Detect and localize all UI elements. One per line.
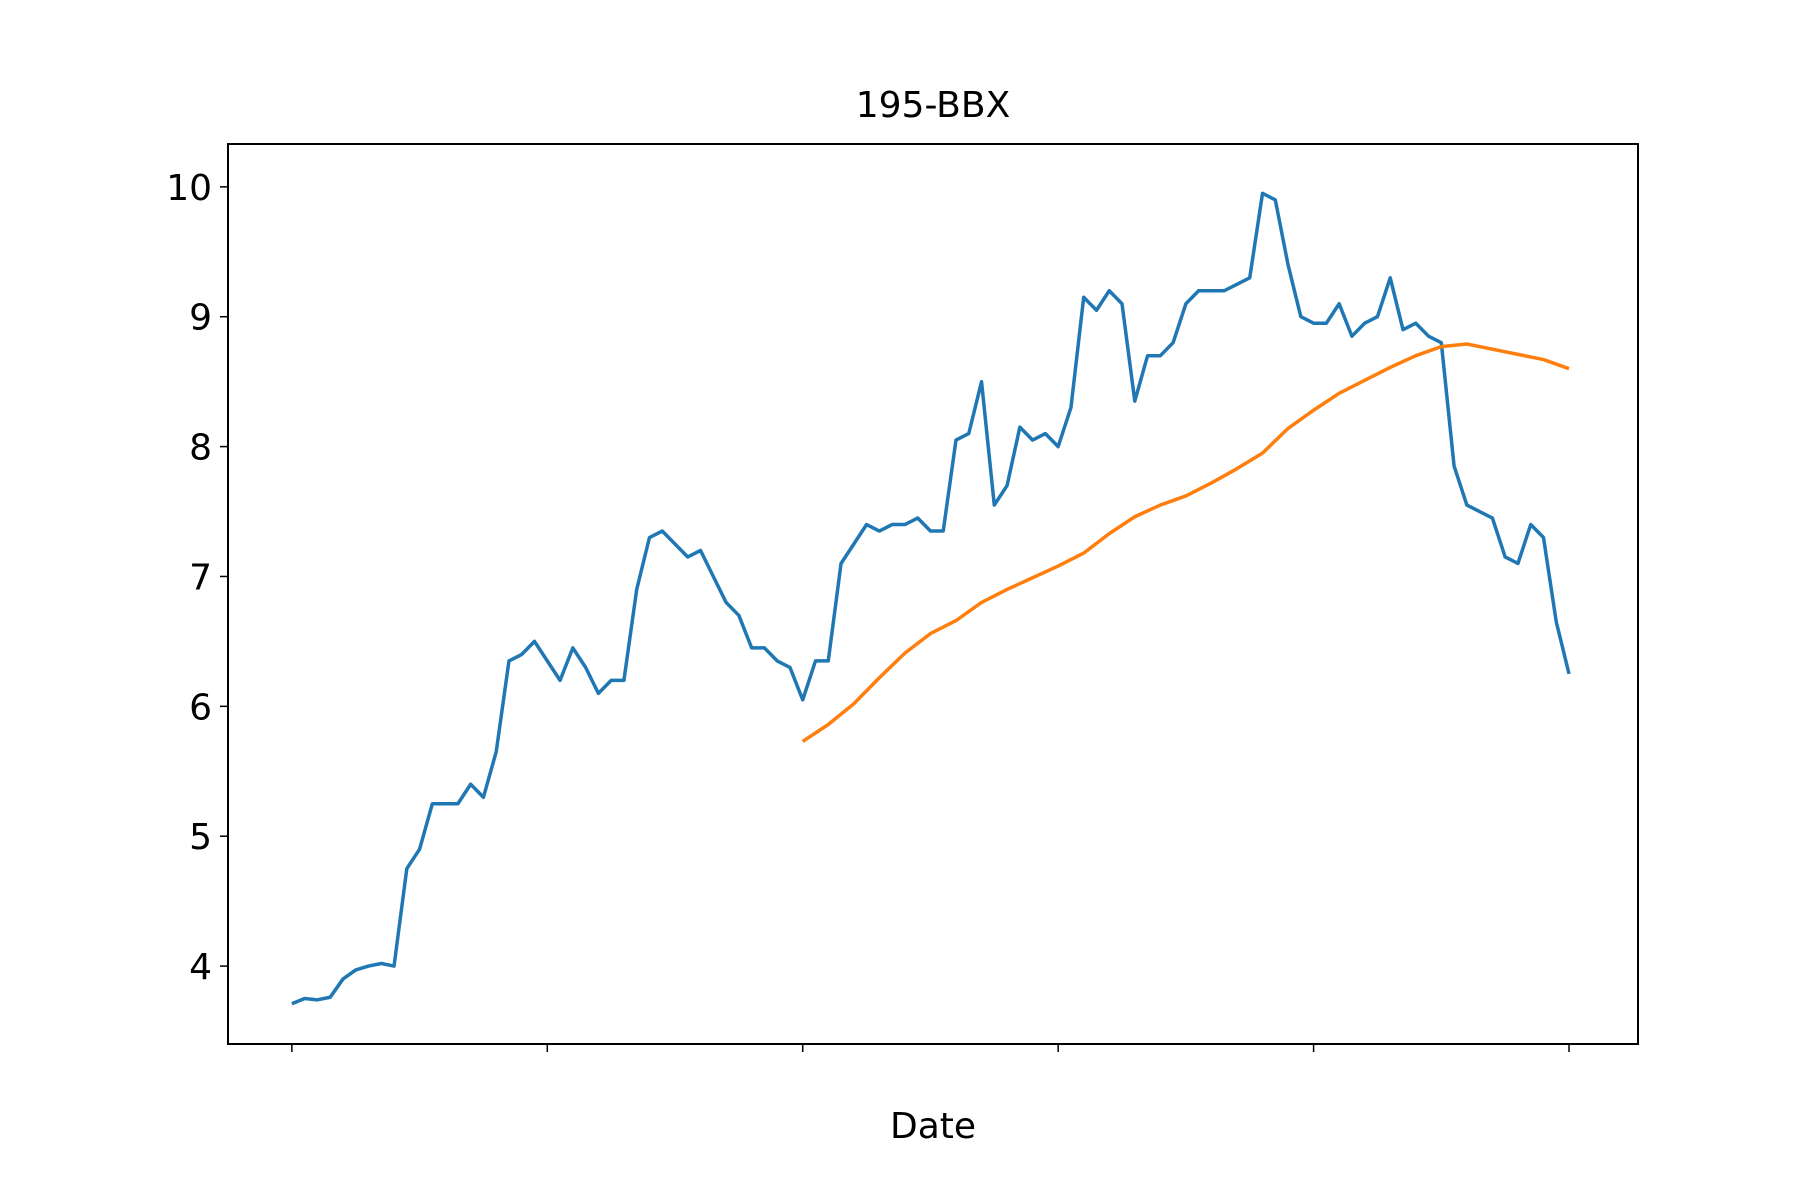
y-tick-label: 9 xyxy=(189,298,212,339)
x-axis-label: Date xyxy=(890,1106,976,1147)
line-series xyxy=(291,191,1571,1006)
y-tick-label: 6 xyxy=(189,687,212,728)
y-tick-label: 10 xyxy=(166,168,212,209)
y-tick-label: 4 xyxy=(189,947,212,988)
y-tick-label: 8 xyxy=(189,428,212,469)
plot-frame xyxy=(227,143,1639,1045)
y-tick-label: 7 xyxy=(189,557,212,598)
y-tick-label: 5 xyxy=(189,817,212,858)
line-series xyxy=(801,342,1570,743)
chart-title: 195-BBX xyxy=(856,85,1010,126)
